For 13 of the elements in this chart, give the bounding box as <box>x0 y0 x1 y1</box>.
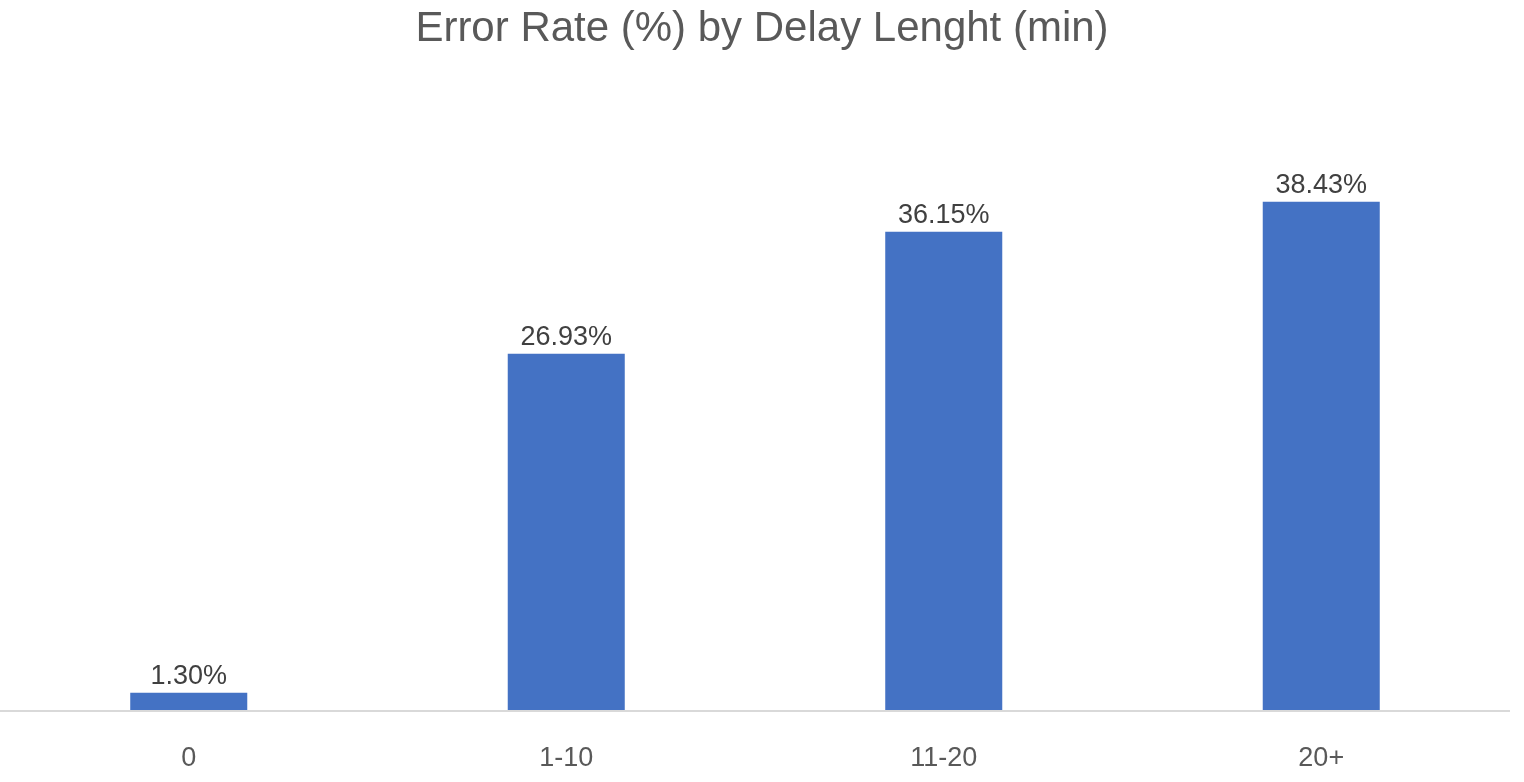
x-tick-label: 0 <box>181 742 197 773</box>
data-label: 36.15% <box>897 198 990 229</box>
data-label: 38.43% <box>1275 168 1368 199</box>
x-tick-label: 11-20 <box>910 742 978 773</box>
bar <box>1262 201 1380 710</box>
bar <box>130 692 248 710</box>
bar <box>507 353 625 710</box>
data-label: 1.30% <box>150 659 228 690</box>
chart-title: Error Rate (%) by Delay Lenght (min) <box>415 3 1109 51</box>
x-tick-label: 1-10 <box>539 742 594 773</box>
x-tick-label: 20+ <box>1298 742 1345 773</box>
data-label: 26.93% <box>520 320 613 351</box>
bar <box>885 231 1003 710</box>
